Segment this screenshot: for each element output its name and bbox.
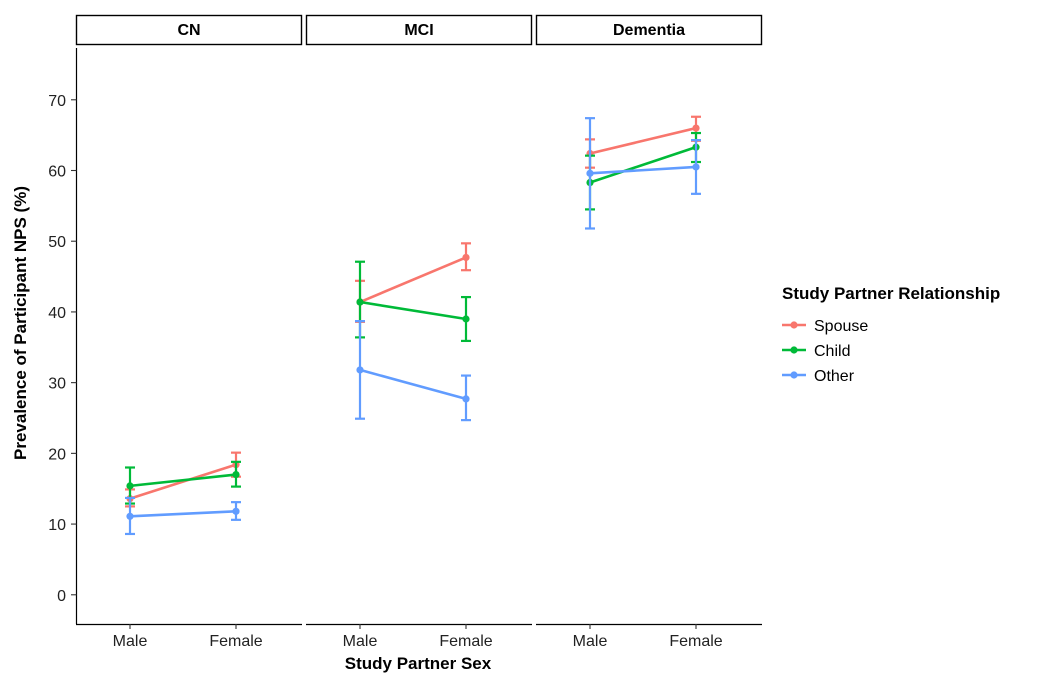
y-tick-label: 30	[48, 376, 66, 393]
facet-cn: CN Male Female	[75, 14, 303, 650]
series-child	[355, 260, 471, 343]
series-other	[125, 496, 241, 536]
facet-strip	[75, 14, 303, 46]
data-point	[232, 507, 240, 515]
y-axis: 0 10 20 30 40 50 60 70	[48, 48, 78, 624]
data-point	[692, 163, 700, 171]
series-line	[359, 300, 467, 321]
facet-strip-label: MCI	[404, 22, 433, 39]
y-tick-label: 0	[57, 588, 66, 605]
y-tick-label: 60	[48, 164, 66, 181]
facet-strip	[305, 14, 533, 46]
facet-strip	[535, 14, 763, 46]
series-other	[585, 117, 701, 230]
data-point	[692, 124, 700, 132]
series-line	[129, 463, 237, 500]
series-spouse	[585, 115, 701, 169]
x-axis-label: Study Partner Sex	[345, 654, 492, 673]
legend-label: Child	[814, 343, 850, 360]
x-tick-label: Female	[439, 633, 492, 650]
data-point	[232, 470, 240, 479]
data-point	[126, 512, 134, 520]
series-other	[355, 320, 471, 422]
y-tick-label: 40	[48, 305, 66, 322]
data-point	[586, 169, 594, 177]
series-line	[589, 126, 697, 155]
legend-items: Spouse Child Other	[782, 318, 868, 385]
facet-panels: CN Male Female MCI Male Female Dementia Male Fem…	[75, 14, 763, 650]
data-point	[356, 366, 364, 374]
y-tick-label: 50	[48, 234, 66, 251]
series-line	[359, 368, 467, 401]
series-line	[129, 510, 237, 518]
facet-dementia: Dementia Male Female	[535, 14, 763, 650]
x-tick-label: Female	[209, 633, 262, 650]
legend-key-point	[790, 321, 798, 329]
legend-key-point	[790, 371, 798, 379]
x-tick-label: Male	[573, 633, 608, 650]
x-tick-label: Male	[343, 633, 378, 650]
legend-item-other: Other	[782, 368, 855, 385]
y-tick-label: 10	[48, 517, 66, 534]
legend: Study Partner Relationship Spouse Child Ot…	[782, 284, 1000, 385]
facet-mci: MCI Male Female	[305, 14, 533, 650]
legend-label: Spouse	[814, 318, 868, 335]
series-line	[359, 256, 467, 304]
legend-item-child: Child	[782, 343, 850, 360]
x-tick-label: Male	[113, 633, 148, 650]
series-line	[589, 145, 697, 184]
legend-item-spouse: Spouse	[782, 318, 868, 335]
series-line	[129, 473, 237, 488]
legend-label: Other	[814, 368, 855, 385]
y-tick-label: 70	[48, 93, 66, 110]
data-point	[462, 315, 470, 323]
legend-key-point	[790, 346, 798, 354]
y-axis-label: Prevalence of Participant NPS (%)	[11, 186, 30, 460]
data-point	[462, 253, 470, 262]
data-point	[126, 482, 134, 490]
facet-strip-label: Dementia	[613, 22, 685, 39]
y-tick-label: 20	[48, 446, 66, 463]
data-point	[462, 395, 470, 403]
series-line	[589, 165, 697, 175]
facet-strip-label: CN	[177, 22, 200, 39]
data-point	[356, 298, 364, 306]
x-tick-label: Female	[669, 633, 722, 650]
legend-title: Study Partner Relationship	[782, 284, 1000, 303]
